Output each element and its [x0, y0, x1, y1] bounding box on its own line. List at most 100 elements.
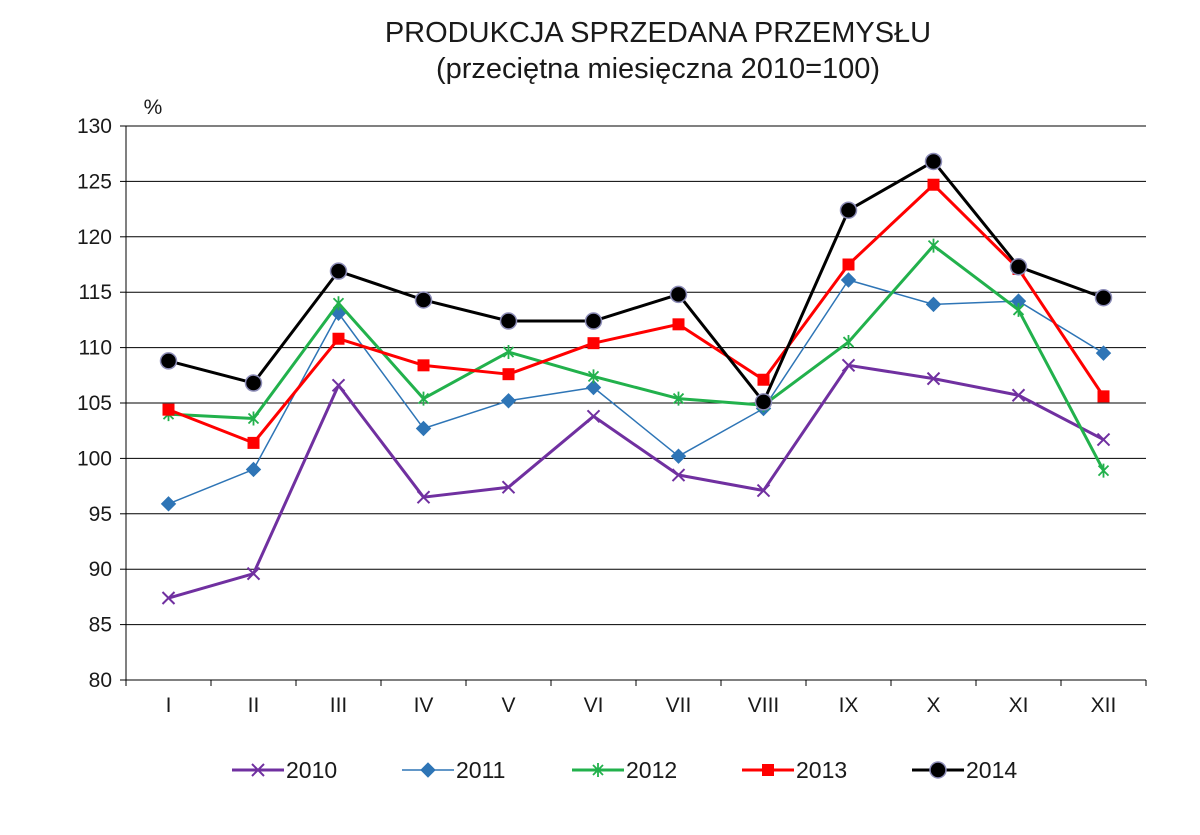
x-tick-label: XII [1091, 694, 1117, 717]
data-point [586, 409, 601, 424]
data-point [587, 369, 600, 384]
legend-marker [420, 762, 436, 778]
x-tick-label: IV [414, 694, 434, 717]
legend-marker [929, 761, 947, 779]
series-2014 [159, 152, 1113, 411]
x-tick-label: IX [839, 694, 859, 717]
data-point [159, 352, 178, 370]
series-line [167, 183, 1105, 445]
x-tick-label: XI [1009, 694, 1029, 717]
data-point [926, 371, 941, 386]
x-tick-label: VIII [748, 694, 780, 717]
data-point [500, 393, 517, 409]
series-line [168, 279, 1104, 505]
data-point [161, 591, 176, 605]
y-tick-label: 95 [89, 503, 112, 526]
y-axis-unit-label: % [144, 96, 163, 119]
legend-marker [251, 763, 265, 777]
series-line [168, 363, 1105, 600]
data-point [671, 468, 686, 482]
data-point [841, 358, 856, 373]
series-line [168, 159, 1105, 404]
data-point [329, 262, 348, 280]
legend: 2010 2011 2012 2013 2014 [232, 757, 1017, 783]
data-point [584, 312, 603, 330]
y-tick-label: 90 [89, 558, 112, 581]
chart-title: PRODUKCJA SPRZEDANA PRZEMYSŁU [385, 17, 931, 49]
data-point [247, 436, 260, 449]
data-point [672, 318, 685, 331]
x-tick-label: II [248, 694, 260, 717]
legend-label: 2014 [966, 757, 1017, 783]
data-point [245, 461, 262, 478]
data-point [332, 296, 345, 311]
x-tick-label: X [926, 694, 940, 717]
x-tick-label: I [166, 694, 172, 717]
x-tick-label: VI [584, 694, 604, 717]
y-tick-label: 110 [79, 337, 112, 360]
data-point [416, 490, 431, 504]
y-tick-label: 125 [77, 170, 112, 193]
data-point [754, 393, 773, 411]
data-point [417, 391, 430, 406]
data-point [501, 480, 516, 494]
data-point [672, 391, 685, 406]
legend-item-2012: 2012 [572, 757, 677, 783]
data-point [1097, 390, 1110, 403]
data-point [499, 312, 518, 330]
data-point [669, 285, 688, 304]
data-point [502, 368, 515, 381]
y-tick-label: 120 [77, 226, 112, 249]
data-point [839, 201, 858, 219]
data-point [332, 332, 345, 345]
legend-label: 2012 [626, 757, 677, 783]
data-point [1011, 388, 1026, 402]
chart-subtitle: (przeciętna miesięczna 2010=100) [436, 53, 880, 85]
legend-item-2013: 2013 [742, 757, 847, 783]
data-point [1095, 345, 1112, 361]
data-point [840, 272, 857, 288]
data-point [842, 335, 855, 350]
y-tick-label: 105 [77, 392, 112, 415]
data-point [246, 566, 261, 581]
data-point [925, 296, 942, 313]
legend-marker [762, 764, 774, 776]
data-point [162, 403, 175, 416]
legend-label: 2010 [286, 757, 337, 783]
data-point [587, 337, 600, 350]
x-tick-label: III [330, 694, 348, 717]
legend-label: 2011 [456, 757, 505, 783]
data-point [842, 258, 855, 271]
data-point [927, 178, 940, 191]
gridlines [126, 125, 1146, 626]
legend-label: 2013 [796, 757, 847, 783]
data-point [502, 345, 515, 360]
data-point [756, 483, 771, 498]
legend-item-2014: 2014 [912, 757, 1017, 783]
series-2012 [162, 238, 1110, 478]
legend-item-2011: 2011 [402, 757, 505, 783]
data-point [417, 359, 430, 372]
data-point [927, 238, 940, 253]
data-point [1096, 432, 1111, 447]
data-point [1094, 288, 1113, 307]
data-point [1097, 463, 1110, 478]
y-tick-label: 85 [89, 614, 112, 637]
data-point [414, 291, 433, 309]
data-point [757, 373, 770, 386]
x-tick-label: VII [666, 694, 692, 717]
data-point [1009, 257, 1028, 276]
data-point [924, 152, 943, 171]
legend-item-2010: 2010 [232, 757, 337, 783]
series-2010 [161, 358, 1111, 605]
data-point [247, 411, 260, 426]
data-point [415, 420, 432, 437]
series-lines [159, 152, 1113, 605]
series-line [168, 244, 1105, 472]
data-point [585, 379, 602, 396]
x-tick-label: V [501, 694, 515, 717]
y-tick-label: 80 [89, 669, 112, 692]
